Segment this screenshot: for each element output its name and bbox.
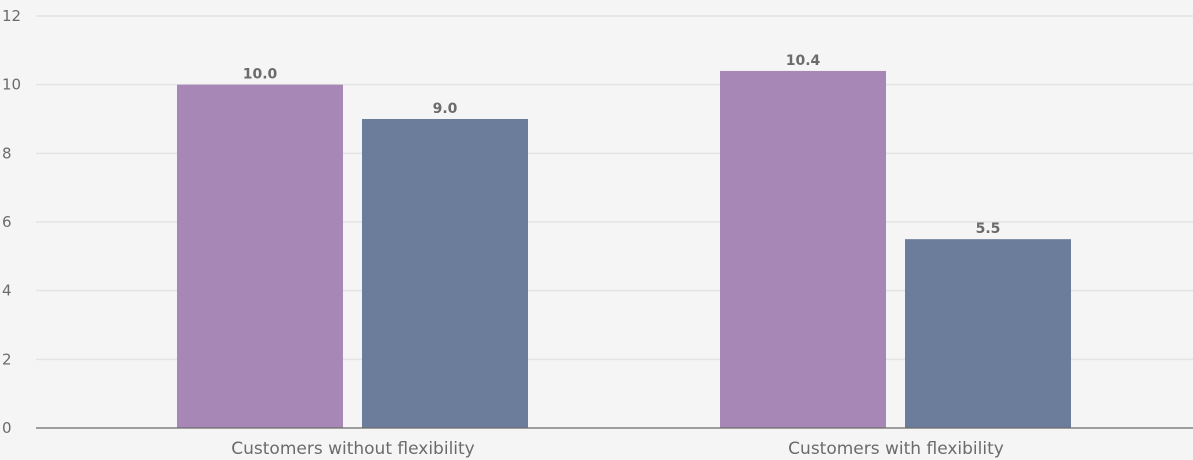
y-tick-label: 0 <box>2 419 12 437</box>
y-tick-label: 2 <box>2 350 12 368</box>
bar-value-label: 10.0 <box>243 67 278 83</box>
x-category-label: Customers without flexibility <box>231 439 475 459</box>
bar <box>362 119 528 428</box>
y-axis: 0 2 4 6 8 10 12 <box>2 7 21 437</box>
bar-value-label: 10.4 <box>786 53 821 69</box>
x-axis: Customers without flexibility Customers w… <box>36 427 1193 459</box>
bars <box>177 70 1071 429</box>
data-labels: 10.0 10.4 9.0 5.5 <box>243 53 1001 237</box>
bar <box>720 70 886 428</box>
x-category-label: Customers with flexibility <box>788 439 1004 459</box>
bar-value-label: 9.0 <box>433 101 458 117</box>
bar-value-label: 5.5 <box>976 221 1001 237</box>
bar <box>177 84 343 429</box>
y-tick-label: 8 <box>2 144 12 162</box>
y-tick-label: 10 <box>2 76 21 94</box>
bar <box>905 239 1071 428</box>
y-tick-label: 4 <box>2 282 12 300</box>
y-tick-label: 6 <box>2 213 12 231</box>
y-tick-label: 12 <box>2 7 21 25</box>
